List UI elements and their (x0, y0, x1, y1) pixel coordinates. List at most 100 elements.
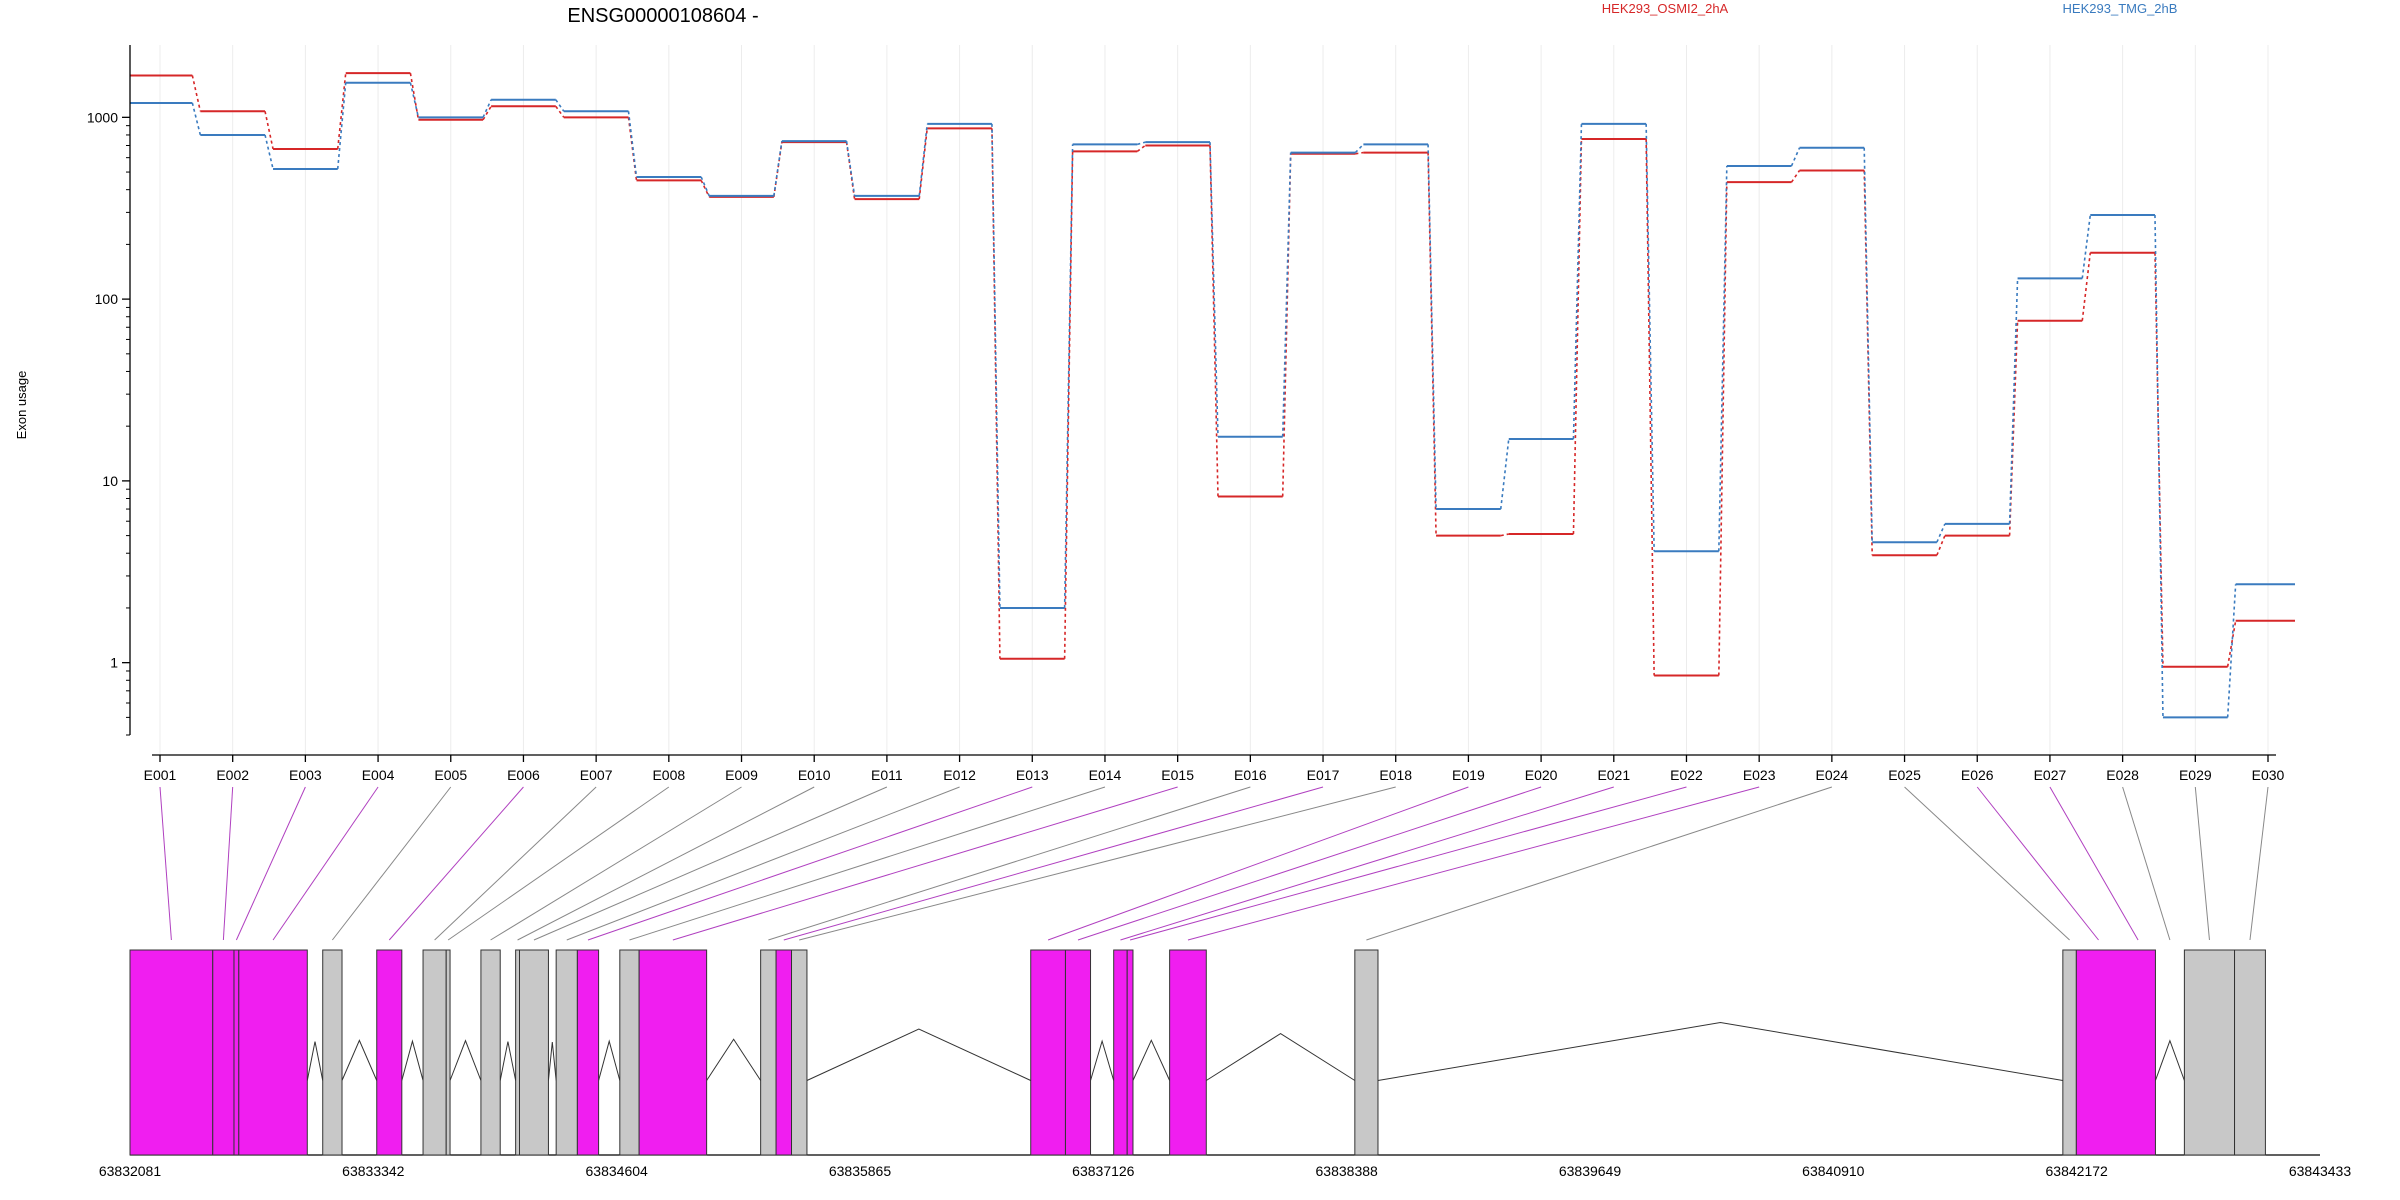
x-tick-label: E019 (1452, 767, 1485, 783)
x-tick-label: E012 (943, 767, 976, 783)
genome-tick-label: 63834604 (586, 1163, 649, 1179)
genome-tick-label: 63835865 (829, 1163, 892, 1179)
x-tick-label: E011 (871, 767, 903, 783)
x-tick-label: E027 (2034, 767, 2067, 783)
genome-tick-label: 63833342 (342, 1163, 405, 1179)
series-2-connector (2008, 278, 2019, 524)
exon-connector (447, 786, 670, 941)
intron-line (401, 1039, 424, 1081)
series-1-connector (1281, 153, 1292, 497)
intron-line (306, 1041, 324, 1081)
series-2-connector (264, 134, 274, 170)
intron-line (706, 1038, 762, 1081)
series-1-connector (191, 75, 202, 112)
x-tick-label: E007 (580, 767, 613, 783)
exon-connector (533, 786, 888, 941)
series-1-connector (991, 128, 1001, 659)
exon-box (555, 949, 578, 1156)
exon-connector (490, 786, 742, 941)
series-2-connector (1209, 142, 1219, 437)
series-2-connector (1645, 123, 1655, 552)
x-tick-label: E010 (798, 767, 831, 783)
exon-connector (672, 786, 1178, 941)
gene-model: 63832081 63833342 63834604 63835865 63837126… (99, 786, 2351, 1179)
series-2-connector (409, 82, 420, 118)
exon-box (2062, 949, 2077, 1156)
chart-title: ENSG00000108604 - (567, 5, 758, 27)
exon-connector (235, 786, 306, 941)
exon-box (619, 949, 640, 1156)
exon-box (1064, 949, 1092, 1156)
x-tick-label: E028 (2106, 767, 2139, 783)
exon-connector (222, 786, 234, 941)
exon-box (791, 949, 808, 1156)
genome-tick-label: 63842172 (2046, 1163, 2109, 1179)
exon-connector (272, 786, 379, 941)
series-2 (130, 81, 2295, 719)
exon-connector (2122, 786, 2171, 941)
series-2-connector (555, 99, 565, 112)
genome-tick-label: 63839649 (1559, 1163, 1622, 1179)
series-2-connector (991, 123, 1001, 608)
exon-box (760, 949, 777, 1156)
exon-connector (434, 786, 597, 941)
exon-box (422, 949, 447, 1156)
series-1-connector (1790, 170, 1801, 183)
exon-box (445, 949, 451, 1156)
intron-line (2154, 1039, 2185, 1081)
exon-connector (587, 786, 1033, 941)
exon-connector (629, 786, 1106, 941)
exon-connector (1047, 786, 1469, 941)
legend-series-1-label: HEK293_OSMI2_2hA (1602, 1, 1729, 16)
y-axis-label: Exon usage (14, 371, 29, 440)
series-2-connector (1790, 147, 1801, 167)
series-2-connector (1499, 438, 1510, 510)
series-1-connector (1209, 145, 1219, 497)
x-tick-label: E030 (2252, 767, 2285, 783)
series-1-connector (1936, 535, 1946, 556)
series-2-connector (336, 82, 347, 170)
intron-line (1377, 1021, 2063, 1081)
series-2-connector (2081, 214, 2092, 279)
exon-box (2183, 949, 2236, 1156)
intron-line (1206, 1032, 1356, 1081)
intron-line (598, 1039, 621, 1081)
exon-connector (1077, 786, 1542, 941)
exon-box (1169, 949, 1207, 1156)
series-1-connector (1718, 182, 1728, 676)
intron-line (547, 1041, 557, 1081)
x-tick-label: E013 (1016, 767, 1049, 783)
exon-connector (331, 786, 452, 941)
x-tick-label: E015 (1161, 767, 1194, 783)
exon-connector (159, 786, 172, 941)
exon-connector (1366, 786, 1833, 941)
exon-box (376, 949, 403, 1156)
y-tick-label: 100 (95, 291, 119, 307)
exon-connector (799, 786, 1396, 941)
exon-box (638, 949, 708, 1156)
series-2-connector (1354, 143, 1364, 154)
y-tick-label: 1000 (87, 109, 118, 125)
exon-box (1113, 949, 1128, 1156)
series-2-connector (1427, 144, 1437, 510)
exon-box (1354, 949, 1379, 1156)
exon-box (2075, 949, 2156, 1156)
series-2-connector (1572, 123, 1583, 440)
exon-box (1030, 949, 1066, 1156)
y-tick-label: 1 (110, 655, 118, 671)
series-1-connector (1136, 144, 1146, 152)
exon-box (576, 949, 600, 1156)
exon-connector (517, 786, 815, 941)
x-tick-label: E021 (1597, 767, 1630, 783)
x-tick-label: E023 (1743, 767, 1776, 783)
series-2-connector (1281, 152, 1292, 437)
x-tick-label: E003 (289, 767, 322, 783)
exon-connector (1129, 786, 1687, 941)
series-2-connector (918, 123, 929, 196)
genome-tick-label: 63837126 (1072, 1163, 1135, 1179)
exon-connector (566, 786, 960, 941)
x-tick-label: E009 (725, 767, 758, 783)
exon-box (519, 949, 549, 1156)
exon-connector (1187, 786, 1760, 941)
